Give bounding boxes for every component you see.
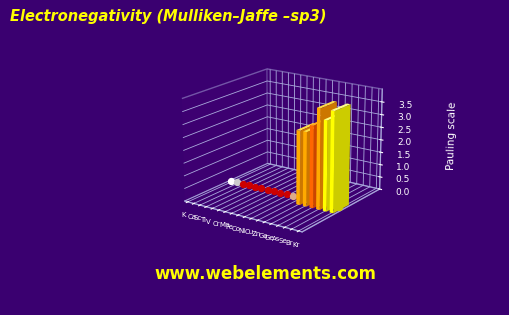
Text: Electronegativity (Mulliken–Jaffe –sp3): Electronegativity (Mulliken–Jaffe –sp3) — [10, 9, 326, 25]
Text: www.webelements.com: www.webelements.com — [154, 265, 376, 283]
